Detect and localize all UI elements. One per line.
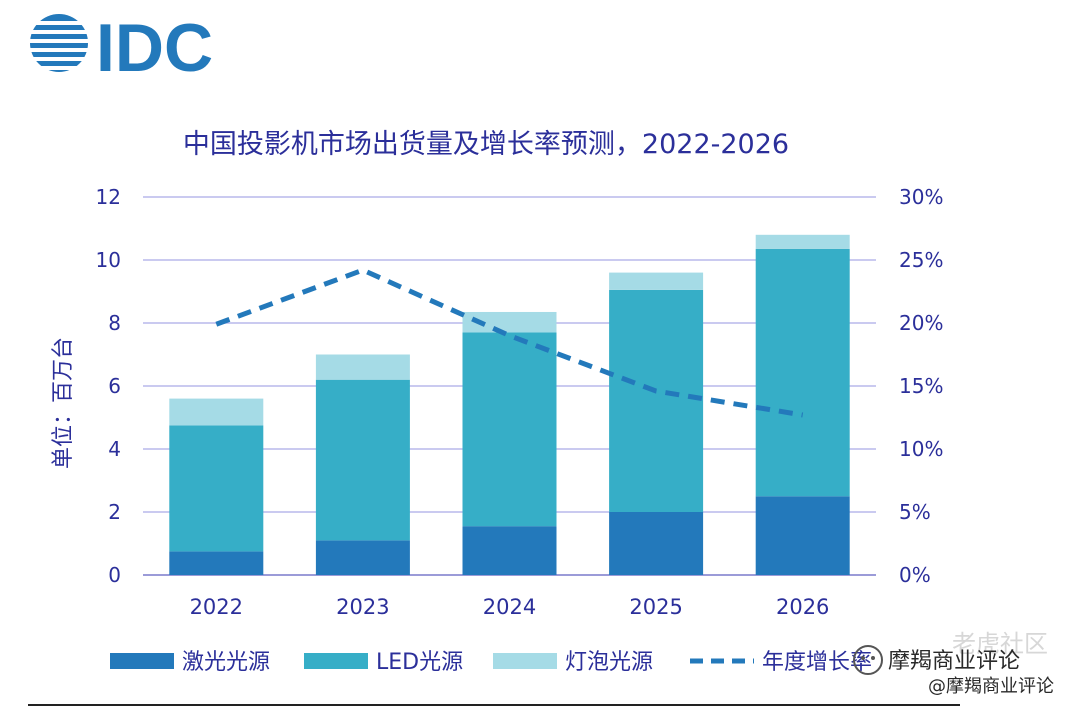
y2-tick-label: 25% <box>899 248 943 272</box>
legend-swatch-2 <box>493 653 557 669</box>
watermark-ghost: 老虎社区 <box>952 630 1048 658</box>
bar-segment-2025-1 <box>609 289 704 512</box>
y-tick-label: 6 <box>108 374 121 398</box>
bar-segment-2023-0 <box>315 540 410 575</box>
x-tick-label: 2026 <box>776 595 829 619</box>
bar-segment-2025-2 <box>609 272 704 290</box>
right-axis-ticks: 0% 5% 10% 15% 20% 25% 30% <box>899 185 943 587</box>
y-tick-label: 10 <box>96 248 121 272</box>
bar-segment-2024-0 <box>462 526 557 575</box>
y-tick-label: 8 <box>108 311 121 335</box>
chart-title: 中国投影机市场出货量及增长率预测，2022-2026 <box>183 129 789 160</box>
legend: 激光光源 LED光源 灯泡光源 年度增长率 <box>110 650 872 675</box>
bar-segment-2022-1 <box>169 425 264 552</box>
y2-tick-label: 20% <box>899 311 943 335</box>
watermark-secondary: @摩羯商业评论 <box>928 676 1054 697</box>
y2-tick-label: 15% <box>899 374 943 398</box>
legend-swatch-0 <box>110 653 174 669</box>
x-tick-label: 2023 <box>336 595 389 619</box>
bar-segment-2023-1 <box>315 379 410 541</box>
bar-segment-2022-2 <box>169 398 264 426</box>
x-tick-label: 2025 <box>629 595 682 619</box>
idc-globe-icon <box>28 14 90 72</box>
x-axis-ticks: 2022 2023 2024 2025 2026 <box>190 595 830 619</box>
watermark-chat-icon <box>853 645 883 675</box>
idc-logo: IDC <box>28 12 213 76</box>
y2-tick-label: 10% <box>899 437 943 461</box>
y2-tick-label: 0% <box>899 563 931 587</box>
x-tick-label: 2022 <box>190 595 243 619</box>
y-tick-label: 0 <box>108 563 121 587</box>
growth-rate-line <box>215 267 804 418</box>
y2-tick-label: 5% <box>899 500 931 524</box>
y-tick-label: 12 <box>96 185 121 209</box>
y2-tick-label: 30% <box>899 185 943 209</box>
y-tick-label: 2 <box>108 500 121 524</box>
bar-segment-2022-0 <box>169 551 264 575</box>
y-axis-label: 单位：百万台 <box>51 337 76 469</box>
bar-segment-2026-0 <box>755 496 850 575</box>
legend-label-2: 灯泡光源 <box>565 650 653 675</box>
legend-label-0: 激光光源 <box>182 650 270 675</box>
bar-stack-layer <box>169 234 850 575</box>
left-axis-ticks: 0 2 4 6 8 10 12 <box>96 185 121 587</box>
bar-segment-2026-1 <box>755 248 850 497</box>
growth-line-layer <box>215 267 804 418</box>
idc-logo-text: IDC <box>96 12 213 76</box>
bar-segment-2026-2 <box>755 234 850 249</box>
bar-segment-2025-0 <box>609 512 704 575</box>
legend-label-1: LED光源 <box>376 650 463 675</box>
bar-segment-2024-1 <box>462 332 557 527</box>
bar-segment-2023-2 <box>315 354 410 380</box>
watermark-primary: 摩羯商业评论 <box>888 649 1020 674</box>
bar-segment-2024-2 <box>462 311 557 333</box>
x-tick-label: 2024 <box>483 595 536 619</box>
legend-swatch-1 <box>304 653 368 669</box>
y-tick-label: 4 <box>108 437 121 461</box>
